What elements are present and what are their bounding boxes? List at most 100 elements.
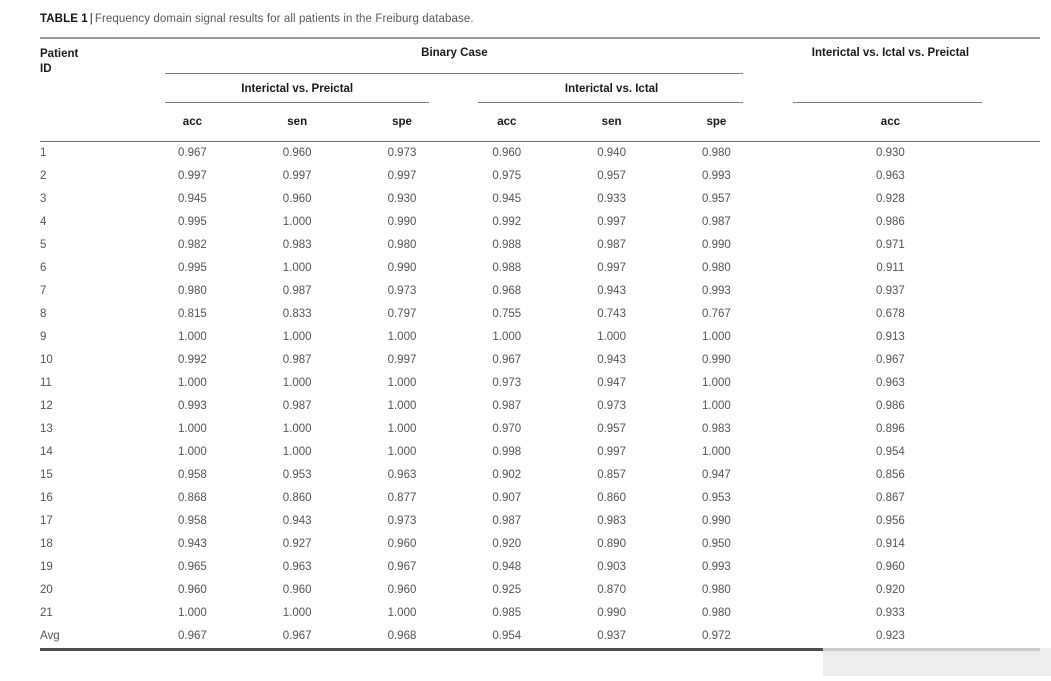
table-row: 1 0.967 0.960 0.973 0.960 0.940 0.980 0.930 xyxy=(40,141,1040,165)
value-cell: 0.982 xyxy=(178,239,207,251)
value-cell: 0.986 xyxy=(876,400,905,412)
value-cell: 0.992 xyxy=(178,354,207,366)
value-cell: 0.860 xyxy=(282,492,312,504)
metric-header-spe-1: spe xyxy=(349,103,455,142)
value-cell: 0.920 xyxy=(876,584,905,596)
table-row: 4 0.995 1.000 0.990 0.992 0.997 0.987 0.986 xyxy=(40,211,1040,234)
interictal-vs-ictal-label: Interictal vs. Ictal xyxy=(564,82,659,95)
value-cell: 0.967 xyxy=(178,630,207,642)
patient-id-cell: 3 xyxy=(40,193,47,205)
value-cell: 0.990 xyxy=(702,354,731,366)
interictal-vs-preictal-underline xyxy=(165,101,430,103)
value-cell: 0.943 xyxy=(178,538,207,550)
table-caption: TABLE 1 | Frequency domain signal results … xyxy=(40,13,1040,25)
value-cell: 0.967 xyxy=(876,354,905,366)
value-cell: 1.000 xyxy=(387,446,417,458)
value-cell: 0.963 xyxy=(876,170,905,182)
interictal-vs-ictal-header: Interictal vs. Ictal xyxy=(454,74,768,103)
patient-id-cell: 2 xyxy=(40,170,47,182)
table-row: 8 0.815 0.833 0.797 0.755 0.743 0.767 0.678 xyxy=(40,303,1040,326)
value-cell: 0.815 xyxy=(178,308,207,320)
value-cell: 0.990 xyxy=(597,607,626,619)
value-cell: 0.980 xyxy=(702,607,731,619)
value-cell: 0.877 xyxy=(387,492,417,504)
value-cell: 1.000 xyxy=(178,607,207,619)
patient-id-cell: 1 xyxy=(40,147,47,159)
interictal-vs-preictal-label: Interictal vs. Preictal xyxy=(241,82,354,95)
value-cell: 0.958 xyxy=(178,515,207,527)
patient-id-cell: Avg xyxy=(40,630,60,642)
metric-header-sen-1: sen xyxy=(244,103,350,142)
value-cell: 0.995 xyxy=(178,216,207,228)
patient-id-cell: 10 xyxy=(40,354,53,366)
table-row: 6 0.995 1.000 0.990 0.988 0.997 0.980 0.911 xyxy=(40,257,1040,280)
value-cell: 0.987 xyxy=(597,239,626,251)
value-cell: 0.947 xyxy=(702,469,731,481)
value-cell: 0.973 xyxy=(492,377,522,389)
value-cell: 0.896 xyxy=(876,423,905,435)
patient-id-cell: 11 xyxy=(40,377,52,389)
value-cell: 1.000 xyxy=(282,216,312,228)
table-row: 21 1.000 1.000 1.000 0.985 0.990 0.980 0.933 xyxy=(40,602,1040,625)
value-cell: 0.945 xyxy=(492,193,522,205)
value-cell: 0.972 xyxy=(702,630,731,642)
binary-case-underline xyxy=(165,72,743,74)
value-cell: 0.990 xyxy=(702,239,731,251)
value-cell: 0.997 xyxy=(597,262,626,274)
value-cell: 0.983 xyxy=(702,423,731,435)
value-cell: 0.937 xyxy=(597,630,626,642)
value-cell: 0.987 xyxy=(282,285,312,297)
value-cell: 0.980 xyxy=(702,262,731,274)
value-cell: 0.990 xyxy=(387,262,417,274)
metric-header-sen-2: sen xyxy=(559,103,664,142)
value-cell: 0.997 xyxy=(597,446,626,458)
value-cell: 0.963 xyxy=(282,561,312,573)
value-cell: 1.000 xyxy=(702,400,731,412)
value-cell: 0.960 xyxy=(387,584,417,596)
value-cell: 0.957 xyxy=(597,170,626,182)
patient-id-cell: 8 xyxy=(40,308,47,320)
patient-id-cell: 9 xyxy=(40,331,47,343)
bottom-right-render-artifact xyxy=(823,648,1051,676)
results-table: Patient ID Binary Case Interictal vs. Ic… xyxy=(40,37,1040,651)
value-cell: 0.948 xyxy=(492,561,522,573)
value-cell: 0.957 xyxy=(702,193,731,205)
value-cell: 0.993 xyxy=(178,400,207,412)
value-cell: 0.933 xyxy=(597,193,626,205)
metric-header-acc-2: acc xyxy=(454,103,560,142)
multiclass-underline xyxy=(792,101,982,103)
value-cell: 0.856 xyxy=(876,469,905,481)
value-cell: 0.973 xyxy=(387,285,417,297)
value-cell: 0.973 xyxy=(597,400,626,412)
header-row-metrics: acc sen spe acc sen spe acc xyxy=(40,103,1040,142)
value-cell: 0.988 xyxy=(492,239,522,251)
table-row: 18 0.943 0.927 0.960 0.920 0.890 0.950 0.914 xyxy=(40,533,1040,556)
table-row: 9 1.000 1.000 1.000 1.000 1.000 1.000 0.913 xyxy=(40,326,1040,349)
metric-header-spe-2: spe xyxy=(663,103,769,142)
value-cell: 0.967 xyxy=(282,630,312,642)
value-cell: 0.995 xyxy=(178,262,207,274)
patient-id-cell: 14 xyxy=(40,446,53,458)
patient-id-cell: 17 xyxy=(40,515,53,527)
table-row: 15 0.958 0.953 0.963 0.902 0.857 0.947 0.856 xyxy=(40,464,1040,487)
value-cell: 0.928 xyxy=(876,193,905,205)
value-cell: 0.963 xyxy=(387,469,417,481)
table-caption-separator: | xyxy=(89,13,93,25)
table-row: 20 0.960 0.960 0.960 0.925 0.870 0.980 0.920 xyxy=(40,579,1040,602)
value-cell: 0.993 xyxy=(702,561,731,573)
value-cell: 1.000 xyxy=(387,400,417,412)
value-cell: 0.997 xyxy=(282,170,312,182)
table-row: 10 0.992 0.987 0.997 0.967 0.943 0.990 0.967 xyxy=(40,349,1040,372)
value-cell: 1.000 xyxy=(387,331,417,343)
value-cell: 1.000 xyxy=(702,331,731,343)
value-cell: 1.000 xyxy=(282,262,312,274)
value-cell: 0.987 xyxy=(282,400,312,412)
value-cell: 0.678 xyxy=(876,308,905,320)
value-cell: 0.933 xyxy=(876,607,905,619)
value-cell: 0.947 xyxy=(597,377,626,389)
value-cell: 0.913 xyxy=(876,331,905,343)
value-cell: 1.000 xyxy=(597,331,626,343)
value-cell: 0.920 xyxy=(492,538,522,550)
value-cell: 0.943 xyxy=(597,285,626,297)
value-cell: 0.925 xyxy=(492,584,522,596)
